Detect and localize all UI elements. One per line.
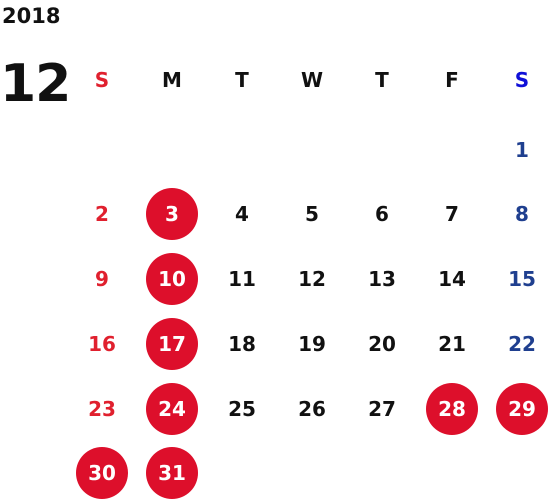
day-cell-holiday[interactable]: 17 [146,318,198,370]
day-cell[interactable]: 7 [445,202,459,226]
day-cell[interactable]: 21 [438,332,466,356]
day-cell-holiday[interactable]: 24 [146,383,198,435]
day-cell[interactable]: 16 [88,332,116,356]
day-cell[interactable]: 15 [508,267,536,291]
weekday-header-fri: F [445,68,459,92]
day-cell[interactable]: 1 [515,138,529,162]
weekday-header-wed: W [300,68,324,92]
day-cell[interactable]: 18 [228,332,256,356]
day-cell-holiday[interactable]: 30 [76,447,128,499]
day-cell[interactable]: 13 [368,267,396,291]
day-cell[interactable]: 6 [375,202,389,226]
day-cell[interactable]: 27 [368,397,396,421]
day-cell[interactable]: 19 [298,332,326,356]
day-cell[interactable]: 5 [305,202,319,226]
weekday-header-sun: S [94,68,110,92]
month-number: 12 [0,54,71,114]
day-cell[interactable]: 4 [235,202,249,226]
day-cell[interactable]: 23 [88,397,116,421]
day-cell-holiday[interactable]: 3 [146,188,198,240]
day-cell-holiday[interactable]: 10 [146,253,198,305]
weekday-header-tue: T [235,68,249,92]
weekday-header-mon: M [162,68,182,92]
day-cell[interactable]: 14 [438,267,466,291]
day-cell[interactable]: 26 [298,397,326,421]
weekday-header-sat: S [514,68,530,92]
day-cell[interactable]: 9 [95,267,109,291]
day-cell[interactable]: 11 [228,267,256,291]
day-cell[interactable]: 12 [298,267,326,291]
year-label: 2018 [2,4,61,28]
day-cell[interactable]: 22 [508,332,536,356]
day-cell[interactable]: 20 [368,332,396,356]
day-cell[interactable]: 25 [228,397,256,421]
day-cell-holiday[interactable]: 29 [496,383,548,435]
day-cell[interactable]: 8 [515,202,529,226]
day-cell-holiday[interactable]: 28 [426,383,478,435]
day-cell[interactable]: 2 [95,202,109,226]
day-cell-holiday[interactable]: 31 [146,447,198,499]
weekday-header-thu: T [375,68,389,92]
